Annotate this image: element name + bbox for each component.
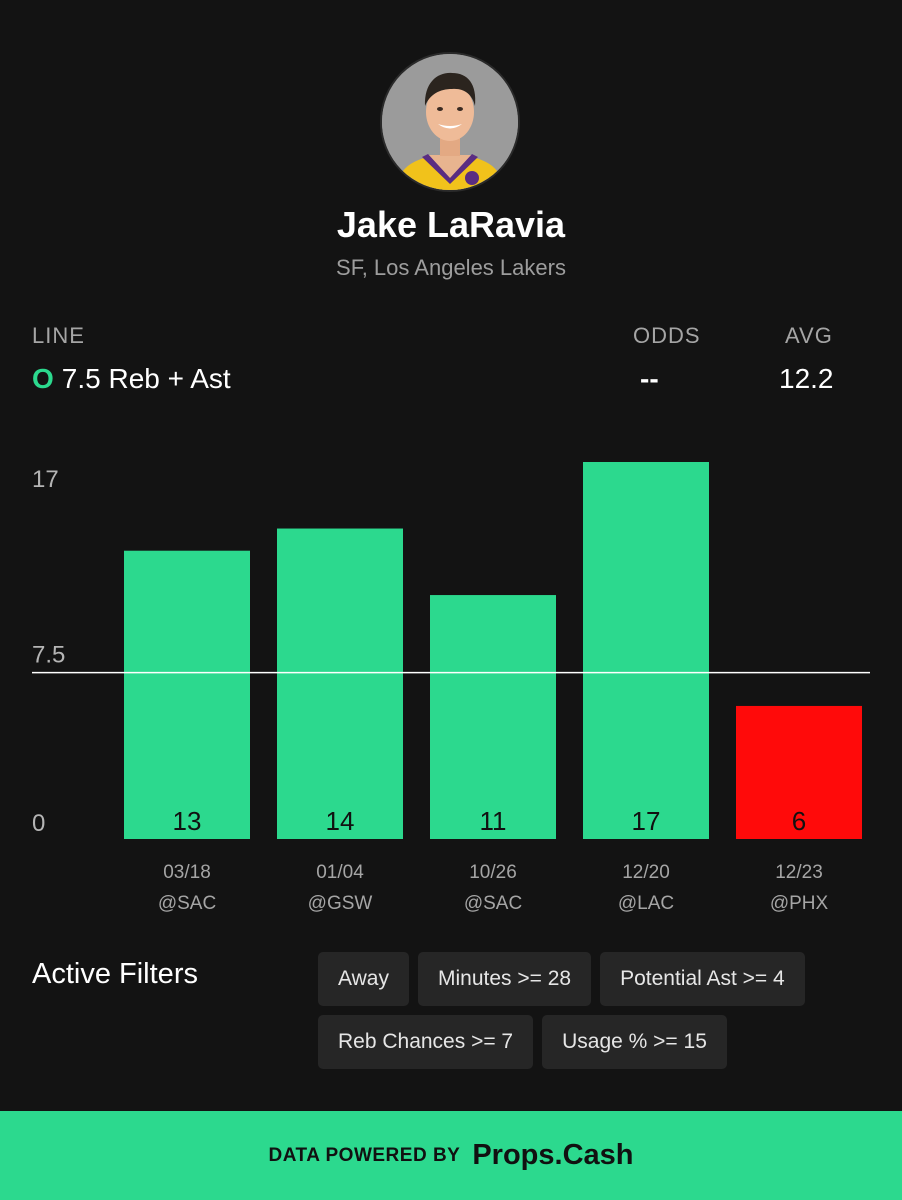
- avg-value: 12.2: [779, 363, 834, 394]
- y-tick-label: 7.5: [32, 642, 65, 669]
- bar: [736, 705, 862, 839]
- player-photo: [382, 54, 518, 190]
- bar: [124, 550, 250, 839]
- filter-chip-minutes[interactable]: Minutes >= 28: [417, 952, 592, 1006]
- odds-value: --: [640, 363, 659, 394]
- bar-value-label: 11: [480, 806, 507, 836]
- filter-chip-potential-ast[interactable]: Potential Ast >= 4: [600, 952, 805, 1006]
- game-log-chart: 0 7.5 17 13 03/18 @SAC 14 01/04 @GSW 11 10/26 @SAC 1…: [32, 462, 870, 914]
- y-tick-label: 0: [32, 810, 45, 837]
- bar-value-label: 6: [792, 806, 806, 836]
- line-label: LINE: [32, 323, 85, 348]
- over-indicator: O: [32, 363, 54, 394]
- x-tick-opponent: @LAC: [618, 893, 674, 914]
- player-avatar: [380, 52, 520, 192]
- bar: [430, 595, 556, 839]
- filter-chips: Away Minutes >= 28 Potential Ast >= 4 Re…: [318, 952, 838, 1078]
- x-tick-date: 12/23: [775, 862, 823, 883]
- filter-chip-away[interactable]: Away: [318, 952, 409, 1006]
- filter-chip-reb-chances[interactable]: Reb Chances >= 7: [318, 1015, 534, 1069]
- x-tick-date: 01/04: [316, 862, 364, 883]
- bar: [583, 462, 709, 839]
- player-name: Jake LaRavia: [336, 204, 566, 245]
- y-tick-label: 17: [32, 466, 59, 493]
- active-filters-title: Active Filters: [32, 958, 198, 990]
- x-tick-opponent: @SAC: [464, 893, 522, 914]
- player-team: SF, Los Angeles Lakers: [336, 255, 566, 280]
- x-tick-opponent: @GSW: [308, 893, 373, 914]
- line-value: O 7.5 Reb + Ast: [32, 363, 231, 395]
- bar-value-label: 17: [632, 806, 661, 836]
- x-tick-date: 03/18: [163, 862, 211, 883]
- avg-label: AVG: [785, 323, 833, 348]
- odds-label: ODDS: [633, 323, 701, 348]
- filter-chip-usage[interactable]: Usage % >= 15: [542, 1015, 727, 1069]
- bar: [277, 528, 403, 839]
- footer-prefix: DATA POWERED BY: [268, 1144, 461, 1166]
- x-tick-date: 10/26: [469, 862, 517, 883]
- x-tick-opponent: @PHX: [770, 893, 829, 914]
- x-tick-date: 12/20: [622, 862, 670, 883]
- x-tick-opponent: @SAC: [158, 893, 216, 914]
- footer-brand-logo: Props.Cash: [472, 1139, 634, 1171]
- footer-banner[interactable]: DATA POWERED BY Props.Cash: [0, 1111, 902, 1200]
- bar-value-label: 14: [326, 806, 355, 836]
- line-text: 7.5 Reb + Ast: [61, 363, 231, 394]
- bar-value-label: 13: [173, 806, 202, 836]
